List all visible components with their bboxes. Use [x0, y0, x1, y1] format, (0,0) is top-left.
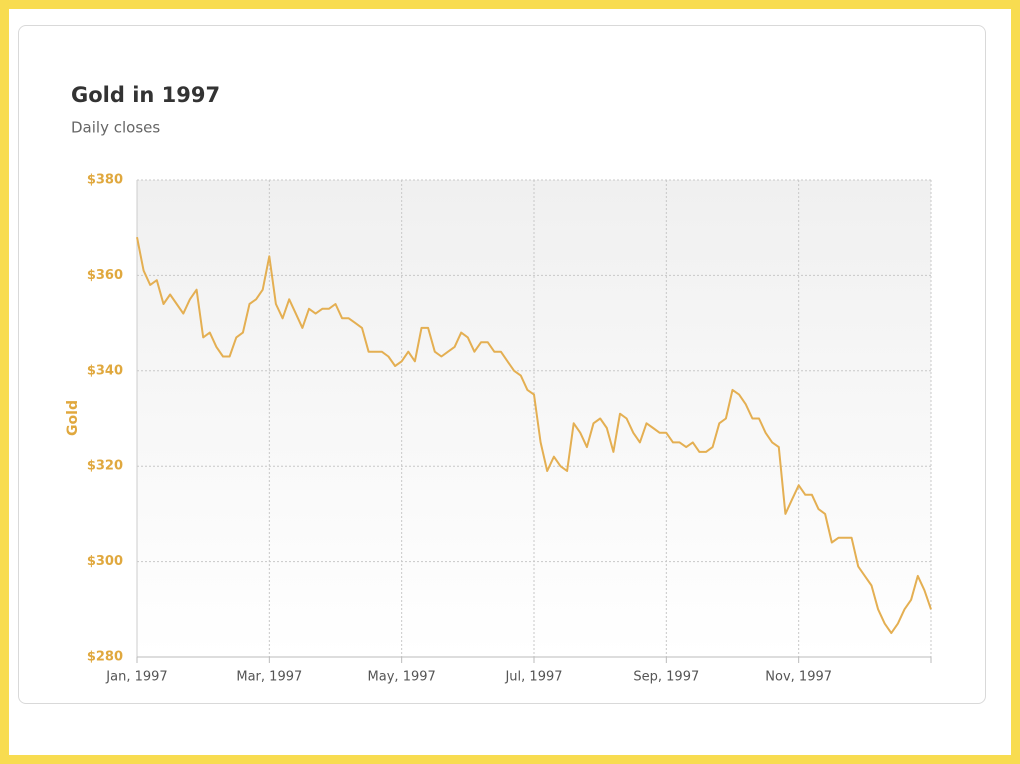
y-tick-label: $320 — [87, 459, 123, 474]
y-axis-label: Gold — [65, 400, 81, 436]
y-tick-label: $280 — [87, 650, 123, 665]
chart-title: Gold in 1997 — [71, 83, 220, 107]
x-tick-label: Nov, 1997 — [765, 670, 832, 685]
y-tick-label: $380 — [87, 173, 123, 188]
y-tick-label: $300 — [87, 554, 123, 569]
y-tick-label: $340 — [87, 363, 123, 378]
x-tick-label: Mar, 1997 — [236, 670, 302, 685]
chart-subtitle: Daily closes — [71, 119, 160, 137]
x-tick-label: Sep, 1997 — [633, 670, 699, 685]
line-series — [136, 237, 932, 635]
x-tick-label: Jul, 1997 — [504, 670, 562, 685]
x-tick-label: May, 1997 — [368, 670, 436, 685]
y-tick-label: $360 — [87, 268, 123, 283]
x-tick-label: Jan, 1997 — [105, 670, 167, 685]
